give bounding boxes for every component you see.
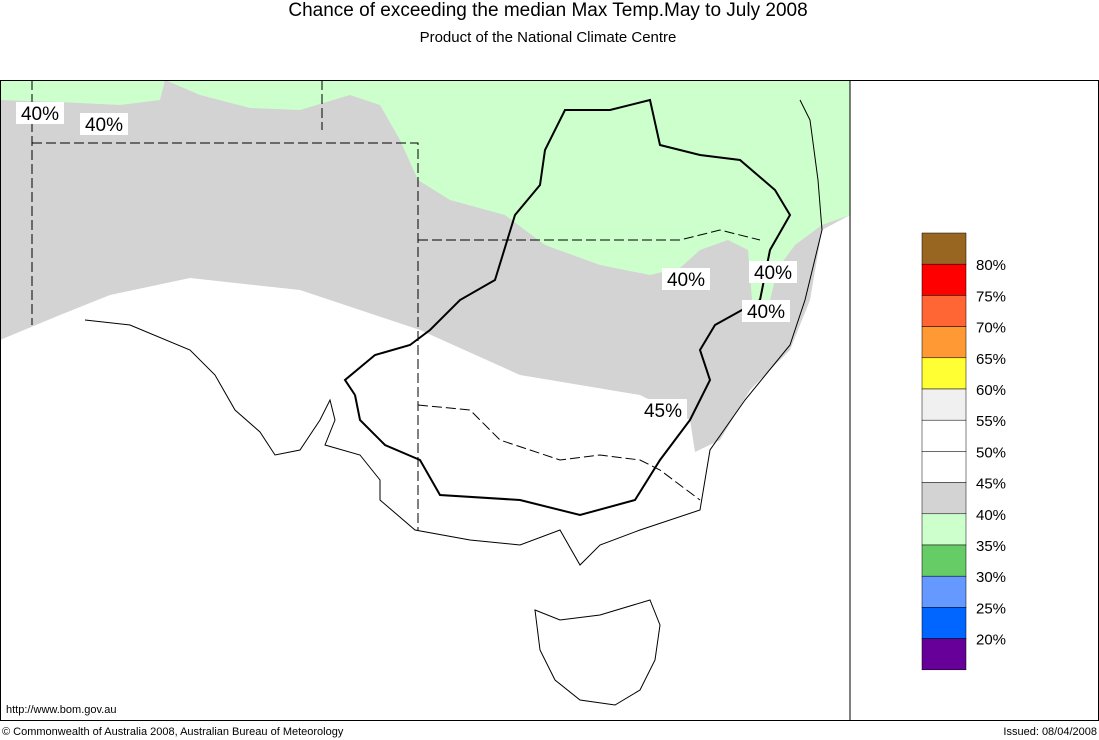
legend-label: 80% (976, 257, 1006, 274)
legend-swatch (921, 326, 967, 359)
river (343, 98, 792, 517)
map-label: 40% (667, 270, 705, 291)
legend-label: 20% (976, 632, 1006, 649)
map-label: 40% (747, 302, 785, 323)
legend-swatch (921, 232, 967, 265)
coastline (84, 99, 823, 566)
label-bg (16, 102, 64, 124)
legend-swatch (921, 482, 967, 515)
legend-label: 75% (976, 288, 1006, 305)
legend-swatch (921, 451, 967, 483)
legend-label: 35% (976, 538, 1006, 555)
legend-swatch (921, 295, 967, 327)
copyright: © Commonwealth of Australia 2008, Austra… (2, 726, 344, 738)
map-label: 40% (754, 263, 792, 284)
label-bg (639, 399, 687, 421)
state-border (417, 404, 701, 501)
label-bg (80, 113, 128, 135)
subtitle: Product of the National Climate Centre (420, 29, 677, 46)
map-label: 40% (85, 115, 123, 136)
legend-label: 40% (976, 507, 1006, 524)
map-labels: 40% 40% 40% 40% 40% 45% (16, 102, 797, 422)
legend-swatch (921, 419, 967, 452)
legend-label: 30% (976, 569, 1006, 586)
url: http://www.bom.gov.au (6, 704, 116, 716)
title: Chance of exceeding the median Max Temp.… (288, 0, 807, 21)
legend: 80% 75% 70% 65% 60% 55% 50% 45% 40% 35% 30% 25% 20% (921, 232, 1006, 671)
legend-swatch (921, 357, 967, 390)
map-label: 45% (644, 401, 682, 422)
legend-swatch (921, 263, 967, 296)
tasmania (534, 599, 661, 706)
label-bg (742, 300, 790, 322)
state-border (32, 142, 419, 530)
legend-label: 60% (976, 382, 1006, 399)
legend-label: 70% (976, 320, 1006, 337)
legend-label: 25% (976, 600, 1006, 617)
legend-swatch (921, 544, 967, 577)
legend-swatch (921, 638, 967, 671)
legend-label: 45% (976, 476, 1006, 493)
legend-label: 65% (976, 351, 1006, 368)
label-bg (662, 268, 710, 290)
issued: Issued: 08/04/2008 (1003, 726, 1097, 738)
legend-swatch (921, 513, 967, 546)
legend-label: 50% (976, 444, 1006, 461)
label-bg (749, 261, 797, 283)
map-label: 40% (21, 104, 59, 125)
legend-label: 55% (976, 413, 1006, 430)
state-border (418, 229, 761, 241)
legend-swatch (921, 388, 967, 421)
legend-swatch (921, 575, 967, 608)
green-region (0, 80, 850, 300)
map (0, 80, 1099, 721)
legend-swatch (921, 607, 967, 639)
